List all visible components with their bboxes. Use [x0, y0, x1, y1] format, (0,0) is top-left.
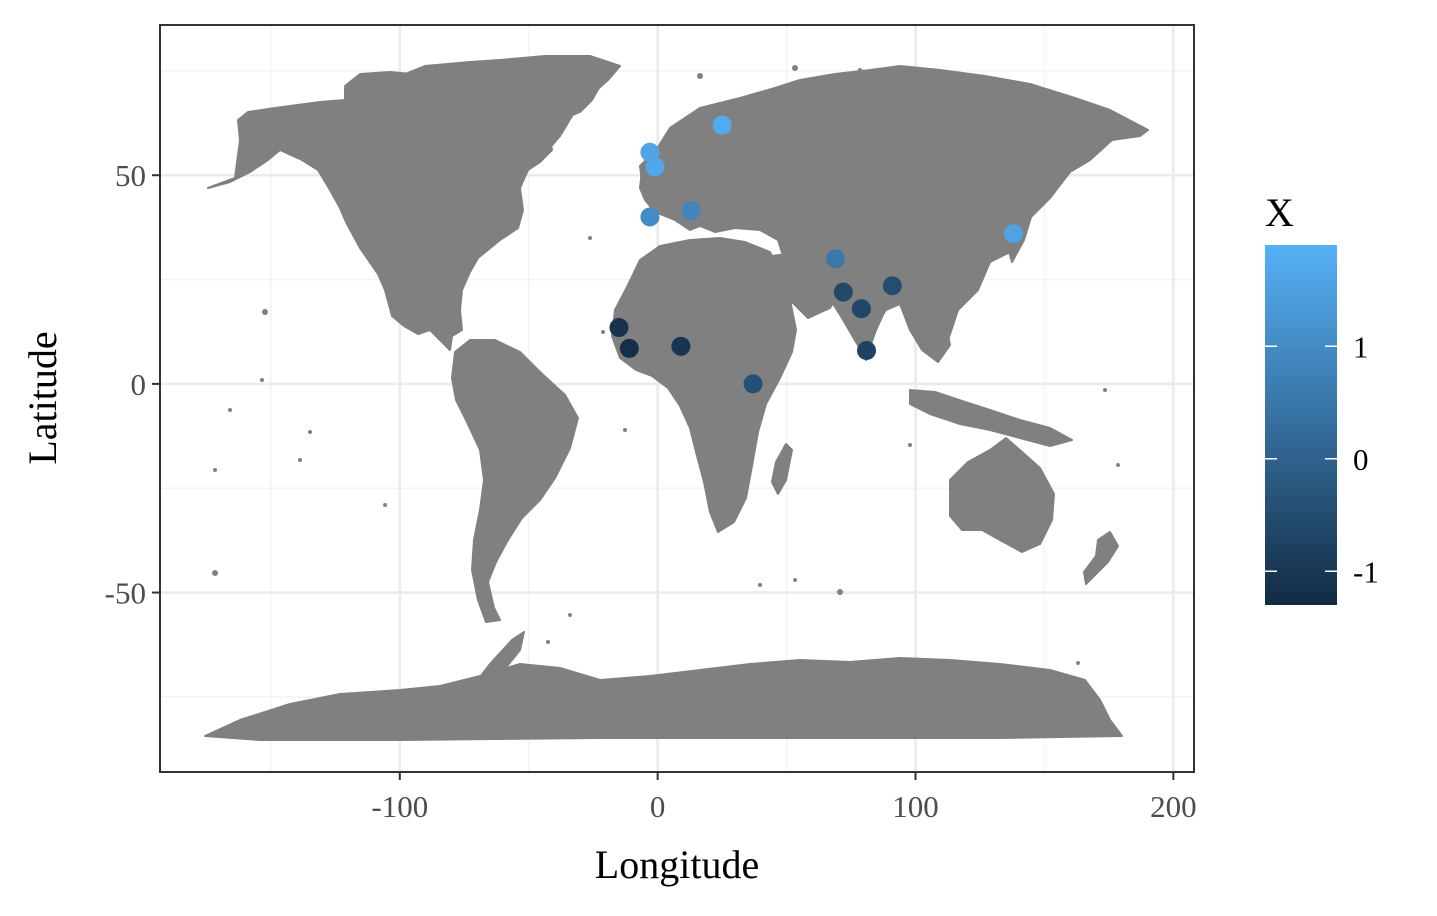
- data-point: [833, 282, 853, 302]
- pacific-island: [213, 468, 217, 472]
- data-point: [671, 336, 691, 356]
- pacific-island: [308, 430, 312, 434]
- panel-border: [159, 24, 1195, 773]
- atlantic-island: [588, 236, 592, 240]
- data-point: [743, 374, 763, 394]
- southern-island: [837, 589, 843, 595]
- greenland-landmass: [499, 55, 621, 151]
- x-tick-label: 100: [892, 789, 939, 824]
- x-tick-label: -100: [371, 789, 428, 824]
- data-point: [640, 142, 660, 162]
- southern-island: [1076, 661, 1080, 665]
- y-tick-label: -50: [105, 576, 146, 611]
- indian-ocean-island: [758, 583, 762, 587]
- pacific-island: [228, 408, 232, 412]
- colorbar-tick-label: 0: [1353, 442, 1369, 477]
- antarctic-peninsula-landmass: [469, 631, 525, 691]
- pacific-island: [1103, 388, 1107, 392]
- colorbar-tick-label: -1: [1353, 554, 1379, 589]
- antarctica-landmass: [204, 657, 1123, 741]
- y-tick-label: 50: [115, 158, 146, 193]
- data-point: [712, 115, 732, 135]
- data-point: [640, 207, 660, 227]
- hawaii-island: [212, 570, 218, 576]
- arctic-island: [858, 68, 862, 72]
- data-point: [851, 299, 871, 319]
- indian-ocean-island: [793, 578, 797, 582]
- data-point: [1004, 224, 1024, 244]
- arctic-island: [792, 65, 798, 71]
- pacific-island: [383, 503, 387, 507]
- colorbar-tick-label: 1: [1353, 329, 1369, 364]
- legend-title: X: [1265, 190, 1294, 235]
- data-point: [857, 341, 877, 361]
- indonesia-landmass: [909, 389, 1073, 447]
- africa-landmass: [611, 237, 797, 533]
- land-masses: [204, 55, 1149, 741]
- colorbar: [1265, 245, 1337, 605]
- southeast-asia-landmass: [899, 299, 951, 363]
- pacific-island: [1116, 463, 1120, 467]
- x-tick-label: 200: [1150, 789, 1197, 824]
- atlantic-island: [601, 330, 605, 334]
- pacific-island: [260, 378, 264, 382]
- madagascar-landmass: [771, 443, 793, 495]
- southern-island: [546, 640, 550, 644]
- pacific-island: [262, 309, 268, 315]
- atlantic-island: [623, 428, 627, 432]
- data-point: [826, 249, 846, 269]
- indian-ocean-island: [908, 443, 912, 447]
- color-legend: X -1 0 1: [1265, 190, 1379, 605]
- colorbar-ticks: -1 0 1: [1265, 329, 1379, 589]
- north-america-landmass: [207, 59, 601, 351]
- x-tick-label: 0: [650, 789, 666, 824]
- arctic-island: [697, 73, 703, 79]
- pacific-island: [298, 458, 302, 462]
- australia-landmass: [949, 437, 1055, 553]
- data-point: [645, 157, 665, 177]
- y-tick-label: 0: [131, 367, 147, 402]
- data-point: [609, 318, 629, 338]
- southern-island: [568, 613, 572, 617]
- europe-asia-landmass: [639, 65, 1149, 361]
- axes: -100 0 100 200 -50 0 50: [105, 158, 1197, 824]
- data-point: [619, 338, 639, 358]
- data-point: [882, 276, 902, 296]
- y-axis-title: Latitude: [20, 331, 65, 464]
- arabia-landmass: [771, 251, 841, 319]
- arctic-archipelago: [344, 63, 511, 109]
- x-axis-title: Longitude: [595, 842, 759, 887]
- data-points: [609, 115, 1024, 394]
- new-zealand-landmass: [1083, 531, 1119, 585]
- south-america-landmass: [451, 339, 579, 623]
- data-point: [681, 201, 701, 221]
